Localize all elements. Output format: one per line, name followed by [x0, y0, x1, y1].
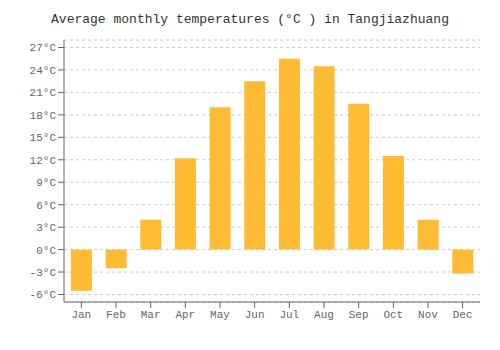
svg-text:24°C: 24°C [30, 65, 57, 77]
svg-text:27°C: 27°C [30, 42, 57, 54]
svg-text:Jun: Jun [245, 309, 265, 321]
svg-text:21°C: 21°C [30, 87, 57, 99]
svg-text:0°C: 0°C [36, 245, 56, 257]
svg-text:Aug: Aug [314, 309, 334, 321]
svg-text:-3°C: -3°C [30, 267, 57, 279]
svg-text:18°C: 18°C [30, 110, 57, 122]
svg-text:Oct: Oct [383, 309, 403, 321]
svg-text:Feb: Feb [106, 309, 126, 321]
html-text:Average monthly temperatures (: Average monthly temperatures (°C ) in Ta… [51, 12, 449, 27]
svg-text:Jan: Jan [71, 309, 91, 321]
svg-text:12°C: 12°C [30, 155, 57, 167]
svg-text:Dec: Dec [453, 309, 473, 321]
svg-text:3°C: 3°C [36, 222, 56, 234]
svg-text:6°C: 6°C [36, 200, 56, 212]
svg-text:9°C: 9°C [36, 177, 56, 189]
svg-text:-6°C: -6°C [30, 289, 57, 301]
svg-text:Nov: Nov [418, 309, 438, 321]
svg-text:May: May [210, 309, 230, 321]
svg-text:15°C: 15°C [30, 132, 57, 144]
svg-text:Apr: Apr [175, 309, 195, 321]
svg-text:Sep: Sep [349, 309, 369, 321]
svg-text:Jul: Jul [279, 309, 299, 321]
svg-text:Mar: Mar [141, 309, 161, 321]
